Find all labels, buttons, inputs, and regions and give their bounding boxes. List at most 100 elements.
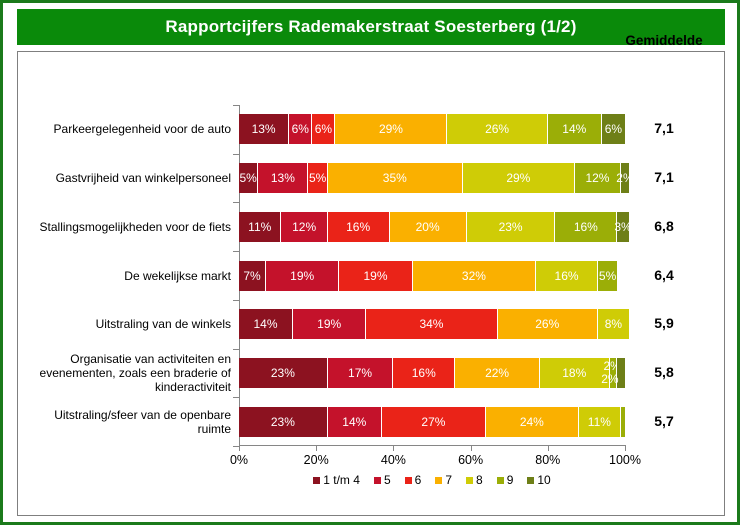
legend-label: 6 [414,473,422,487]
bar-segment: 18% [540,357,610,388]
x-axis-tick [316,446,318,451]
average-column-header: Gemiddelde [625,33,703,48]
stacked-bar: 23% 17% 16% 22% 18% 2% 2% [239,357,625,388]
x-axis-tick [239,446,240,451]
bar-segment-label: 29% [378,122,403,137]
x-axis-tick [393,446,395,451]
bar-segment: 26% [497,309,598,340]
category-label: Organisatie van activiteiten en evenemen… [39,351,231,394]
category-label: Stallingsmogelijkheden voor de fiets [39,219,231,234]
bar-segment-label: 17% [348,365,373,380]
category-label: De wekelijkse markt [124,268,231,283]
legend-swatch [527,476,535,484]
bar-segment: 12% [281,211,328,242]
window-title-bar: Rapportcijfers Rademakerstraat Soesterbe… [17,9,725,45]
average-value: 7,1 [654,120,674,137]
bar-segment-label: 5% [239,171,257,186]
bar-segment-label: 6% [291,122,309,137]
bar-segment-label: 13% [270,171,295,186]
stacked-bar: 11% 12% 16% 20% 23% 16% 3% [239,211,632,242]
bar-segment: 16% [393,357,456,388]
average-value: 6,4 [654,266,674,283]
bar-segment: 34% [366,309,498,340]
bar-segment [621,406,625,437]
stacked-bar: 23% 14% 27% 24% 11% [239,406,625,437]
x-axis-tick [470,446,472,451]
bar-segment: 11% [578,406,622,437]
stacked-bar: 14% 19% 34% 26% 8% [239,309,629,340]
bar-segment: 6% [601,114,625,145]
legend-item[interactable]: 8 [466,473,483,487]
bar-segment: 29% [335,114,448,145]
legend-item[interactable]: 1 t/m 4 [313,473,360,487]
bar-segment: 12% [574,163,622,194]
bar-row: 11% 12% 16% 20% 23% 16% 3% [239,211,632,242]
bar-segment-label: 16% [346,219,371,234]
bar-row: 5% 13% 5% 35% 29% 12% 2% [239,163,634,194]
bar-segment-label: 35% [382,171,407,186]
bar-segment: 17% [327,357,394,388]
bar-segment-label: 26% [535,317,560,332]
bar-segment: 3% [614,211,632,242]
bar-segment: 16% [555,211,618,242]
bar-segment-label: 34% [419,317,444,332]
bar-segment: 11% [239,211,282,242]
x-axis-tick-label: 60% [458,453,484,467]
bar-segment: 19% [339,260,413,291]
bar-row: 23% 17% 16% 22% 18% 2% 2% [239,357,625,388]
bar-segment-label: 27% [421,414,446,429]
bar-segment: 23% [239,357,328,388]
bar-segment: 13% [258,163,309,194]
x-axis-tick [625,446,626,451]
bar-segment-label: 14% [253,317,278,332]
bar-segment: 14% [547,114,602,145]
bar-segment: 2% [601,357,625,388]
x-axis-line [239,445,626,446]
bar-segment-label: 13% [251,122,276,137]
legend-swatch [435,476,443,484]
legend-item[interactable]: 5 [373,473,391,487]
y-axis-tick [233,299,239,301]
category-label: Gastvrijheid van winkelpersoneel [55,171,231,186]
stacked-bar: 7% 19% 19% 32% 16% 5% [239,260,625,291]
bar-segment-label: 22% [485,365,510,380]
page-title: Rapportcijfers Rademakerstraat Soesterbe… [165,17,577,36]
bar-row: 7% 19% 19% 32% 16% 5% [239,260,625,291]
stacked-bar: 13% 6% 6% 29% 26% 14% 6% [239,114,625,145]
bar-segment-label: 23% [270,365,295,380]
bar-segment: 2% [604,357,621,388]
legend-item[interactable]: 9 [496,473,513,487]
bar-segment: 19% [266,260,340,291]
bar-segment: 2% [616,163,634,194]
category-label: Uitstraling/sfeer van de openbare ruimte [54,407,231,436]
bar-segment: 14% [327,406,382,437]
x-axis-tick [547,446,549,451]
bar-segment-label: 7% [243,268,261,283]
bar-segment-label: 19% [290,268,315,283]
bar-segment: 29% [462,163,575,194]
bar-segment: 16% [327,211,390,242]
bar-segment-label: 5% [598,268,617,283]
legend-item[interactable]: 10 [527,473,551,487]
bar-segment: 6% [312,114,336,145]
average-value: 5,7 [654,412,674,429]
y-axis-tick [233,105,239,106]
legend-item[interactable]: 7 [435,473,452,487]
legend-swatch [466,476,473,484]
bar-segment-label: 26% [485,122,510,137]
bar-segment: 26% [447,114,548,145]
bar-segment: 5% [239,163,259,194]
bar-segment-label: 16% [554,268,579,283]
y-axis-tick [233,397,239,399]
bar-segment-label: 8% [604,317,623,332]
bar-segment: 24% [486,406,579,437]
average-value: 7,1 [654,169,674,186]
bar-segment-label: 2% [601,371,619,386]
bar-segment-label: 24% [519,414,544,429]
bar-row: 13% 6% 6% 29% 26% 14% 6% [239,114,625,145]
y-axis-tick [233,348,239,350]
legend-item[interactable]: 6 [404,473,422,487]
bar-segment: 5% [308,163,328,194]
bar-segment-label: 18% [562,365,587,380]
bar-segment-label: 16% [411,365,436,380]
